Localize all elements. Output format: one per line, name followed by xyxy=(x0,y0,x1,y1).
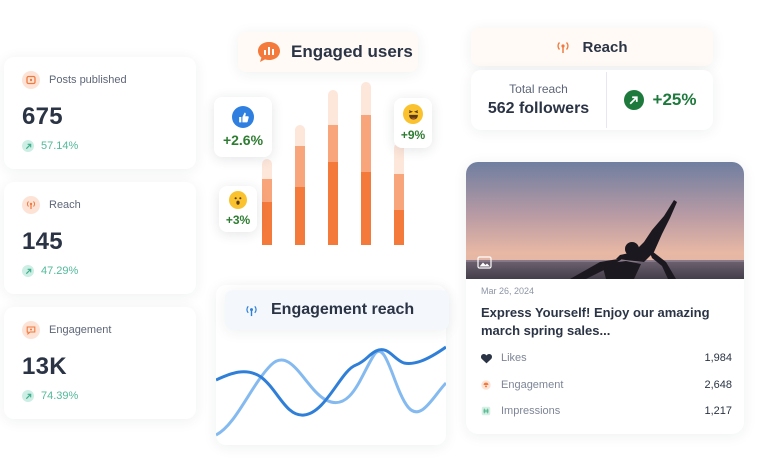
engaged-users-bar xyxy=(394,143,404,245)
reach-change: +25% xyxy=(652,90,697,109)
bar-segment-dark xyxy=(295,187,305,245)
post-title[interactable]: Express Yourself! Enjoy our amazing marc… xyxy=(481,305,710,338)
arrow-up-icon xyxy=(623,90,644,110)
post-image[interactable] xyxy=(466,162,744,279)
metric-value: 2,648 xyxy=(704,379,732,391)
metric-label: Likes xyxy=(501,352,527,364)
reach-title: Reach xyxy=(582,38,628,56)
engaged-users-bar-chart xyxy=(258,80,408,245)
stat-card-engagement: Engagement 13K 74.39% xyxy=(4,307,196,419)
bar-segment-dark xyxy=(394,210,404,245)
broadcast-icon xyxy=(246,305,257,316)
image-post-icon xyxy=(22,71,40,89)
stat-change: 47.29% xyxy=(41,265,79,277)
stat-value: 13K xyxy=(22,353,67,380)
heart-icon xyxy=(478,350,494,366)
engaged-users-bar xyxy=(262,159,272,245)
gallery-icon xyxy=(477,256,492,269)
post-card[interactable]: Mar 26, 2024 Express Yourself! Enjoy our… xyxy=(466,162,744,434)
engagement-reach-series-primary xyxy=(216,345,446,417)
arrow-up-icon xyxy=(22,390,34,402)
engaged-users-bar xyxy=(328,90,338,245)
reach-header: Reach xyxy=(471,28,713,66)
total-reach-label: Total reach xyxy=(509,82,568,96)
stat-card-posts: Posts published 675 57.14% xyxy=(4,57,196,169)
broadcast-icon xyxy=(22,196,40,214)
stat-card-reach: Reach 145 47.29% xyxy=(4,182,196,294)
impressions-icon xyxy=(478,403,494,419)
post-metric-engagement: Engagement 2,648 xyxy=(478,375,732,395)
engagement-reach-series-secondary xyxy=(216,350,446,437)
total-reach-value: 562 followers xyxy=(487,100,590,117)
broadcast-icon xyxy=(557,42,570,53)
metric-value: 1,217 xyxy=(704,405,732,417)
engaged-users-title: Engaged users xyxy=(291,42,413,61)
bar-segment-dark xyxy=(328,162,338,245)
laughing-face-icon xyxy=(403,104,423,124)
engaged-users-bar xyxy=(295,125,305,245)
engaged-users-header: Engaged users xyxy=(238,32,418,72)
arrow-up-icon xyxy=(22,140,34,152)
post-date: Mar 26, 2024 xyxy=(481,286,535,296)
reaction-value: +2.6% xyxy=(222,132,264,148)
stat-label: Posts published xyxy=(49,74,127,86)
reaction-value: +9% xyxy=(400,128,426,142)
metric-label: Engagement xyxy=(501,379,564,391)
reaction-badge-like: +2.6% xyxy=(214,97,272,157)
chat-heart-icon xyxy=(22,321,40,339)
reaction-value: +3% xyxy=(225,213,251,227)
metric-value: 1,984 xyxy=(704,352,732,364)
chat-chart-icon xyxy=(258,42,280,62)
engagement-icon xyxy=(478,377,494,393)
stat-change: 57.14% xyxy=(41,140,79,152)
thumbs-up-icon xyxy=(232,106,254,128)
bar-segment-dark xyxy=(262,202,272,245)
wow-face-icon xyxy=(229,191,247,209)
engagement-reach-line-chart xyxy=(216,345,446,437)
arrow-up-icon xyxy=(22,265,34,277)
post-metric-impressions: Impressions 1,217 xyxy=(478,401,732,421)
post-metric-likes: Likes 1,984 xyxy=(478,348,732,368)
bar-segment-mid xyxy=(394,174,404,245)
stat-value: 675 xyxy=(22,103,63,130)
engagement-reach-title: Engagement reach xyxy=(271,301,415,318)
engaged-users-bar xyxy=(361,82,371,245)
reaction-badge-wow: +3% xyxy=(219,186,257,232)
engagement-reach-header: Engagement reach xyxy=(225,290,449,330)
reaction-badge-laugh: +9% xyxy=(394,98,432,148)
metric-label: Impressions xyxy=(501,405,561,417)
stat-value: 145 xyxy=(22,228,63,255)
stat-label: Reach xyxy=(49,199,81,211)
stat-change: 74.39% xyxy=(41,390,79,402)
stat-label: Engagement xyxy=(49,324,112,336)
total-reach-card: Total reach 562 followers +25% xyxy=(471,70,713,130)
bar-segment-dark xyxy=(361,172,371,245)
